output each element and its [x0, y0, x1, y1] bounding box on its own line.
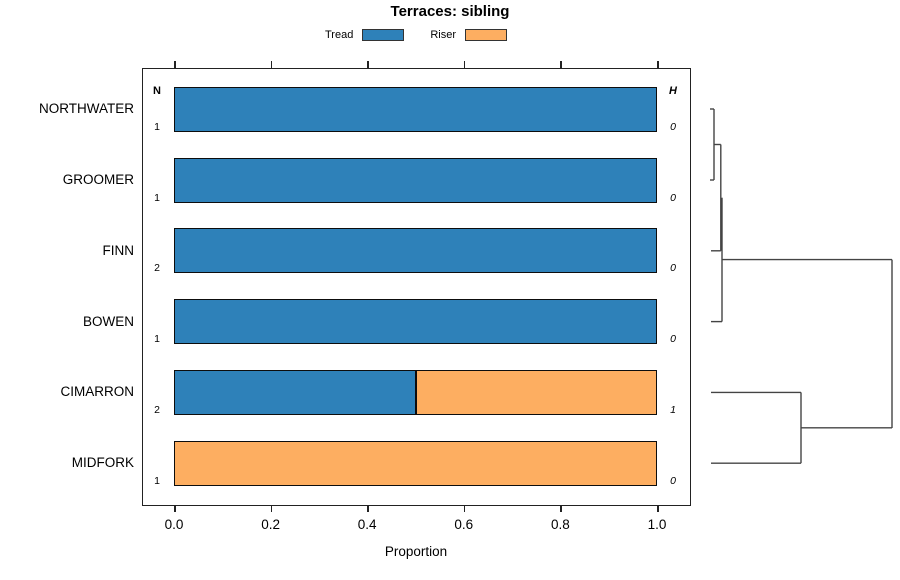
- legend-item-riser: Riser: [430, 29, 507, 41]
- category-label-finn: FINN: [102, 242, 135, 258]
- legend: Tread Riser: [142, 26, 690, 44]
- category-label-midfork: MIDFORK: [71, 455, 134, 471]
- n-column-header: N: [153, 85, 161, 97]
- x-tick-bottom-0.8: [560, 505, 562, 512]
- x-tick-label-0.8: 0.8: [551, 517, 570, 532]
- n-value-cimarron: 2: [154, 403, 160, 416]
- legend-item-tread: Tread: [325, 29, 405, 41]
- n-value-finn: 2: [154, 262, 160, 275]
- category-label-northwater: NORTHWATER: [39, 101, 134, 117]
- bar-segment-tread-cimarron: [174, 369, 416, 415]
- x-tick-label-1.0: 1.0: [647, 517, 667, 532]
- x-tick-bottom-0.2: [270, 505, 273, 512]
- x-tick-label-0.4: 0.4: [357, 517, 377, 532]
- n-value-bowen: 1: [154, 333, 160, 346]
- x-tick-top-0.8: [560, 61, 562, 68]
- x-tick-top-0.2: [270, 61, 273, 68]
- h-value-bowen: 0: [670, 333, 676, 346]
- x-tick-bottom-0.4: [367, 505, 369, 512]
- bar-segment-tread-bowen: [174, 299, 657, 345]
- bar-segment-riser-midfork: [174, 440, 657, 486]
- h-value-groomer: 0: [670, 191, 676, 204]
- category-label-cimarron: CIMARRON: [60, 384, 135, 400]
- category-label-bowen: BOWEN: [82, 313, 134, 329]
- legend-label-tread: Tread: [325, 29, 354, 41]
- chart-title: Terraces: sibling: [390, 3, 510, 20]
- x-tick-top-0.6: [463, 61, 466, 68]
- n-value-northwater: 1: [154, 120, 160, 133]
- bar-segment-riser-cimarron: [415, 369, 657, 415]
- h-column-header: H: [669, 85, 677, 97]
- x-axis-title: Proportion: [384, 544, 448, 559]
- x-tick-label-0.6: 0.6: [454, 517, 474, 532]
- x-tick-top-1.0: [657, 61, 659, 68]
- h-value-cimarron: 1: [670, 403, 676, 416]
- bar-segment-tread-northwater: [174, 86, 657, 132]
- x-tick-label-0.2: 0.2: [261, 517, 280, 532]
- x-tick-bottom-0.6: [463, 505, 466, 512]
- legend-swatch-tread: [362, 29, 405, 41]
- legend-label-riser: Riser: [430, 29, 456, 41]
- n-value-midfork: 1: [154, 474, 160, 487]
- bar-segment-tread-finn: [174, 228, 657, 274]
- x-tick-label-0.0: 0.0: [164, 517, 184, 532]
- x-tick-top-0.4: [367, 61, 369, 68]
- legend-swatch-riser: [465, 29, 507, 41]
- h-value-finn: 0: [670, 262, 676, 275]
- x-tick-bottom-0.0: [174, 505, 176, 512]
- x-tick-top-0.0: [174, 61, 176, 68]
- x-tick-bottom-1.0: [657, 505, 659, 512]
- bar-segment-tread-groomer: [174, 157, 657, 203]
- category-label-groomer: GROOMER: [62, 172, 134, 187]
- n-value-groomer: 1: [154, 191, 160, 204]
- h-value-midfork: 0: [670, 474, 676, 487]
- h-value-northwater: 0: [670, 120, 676, 133]
- plot-frame: [142, 68, 691, 506]
